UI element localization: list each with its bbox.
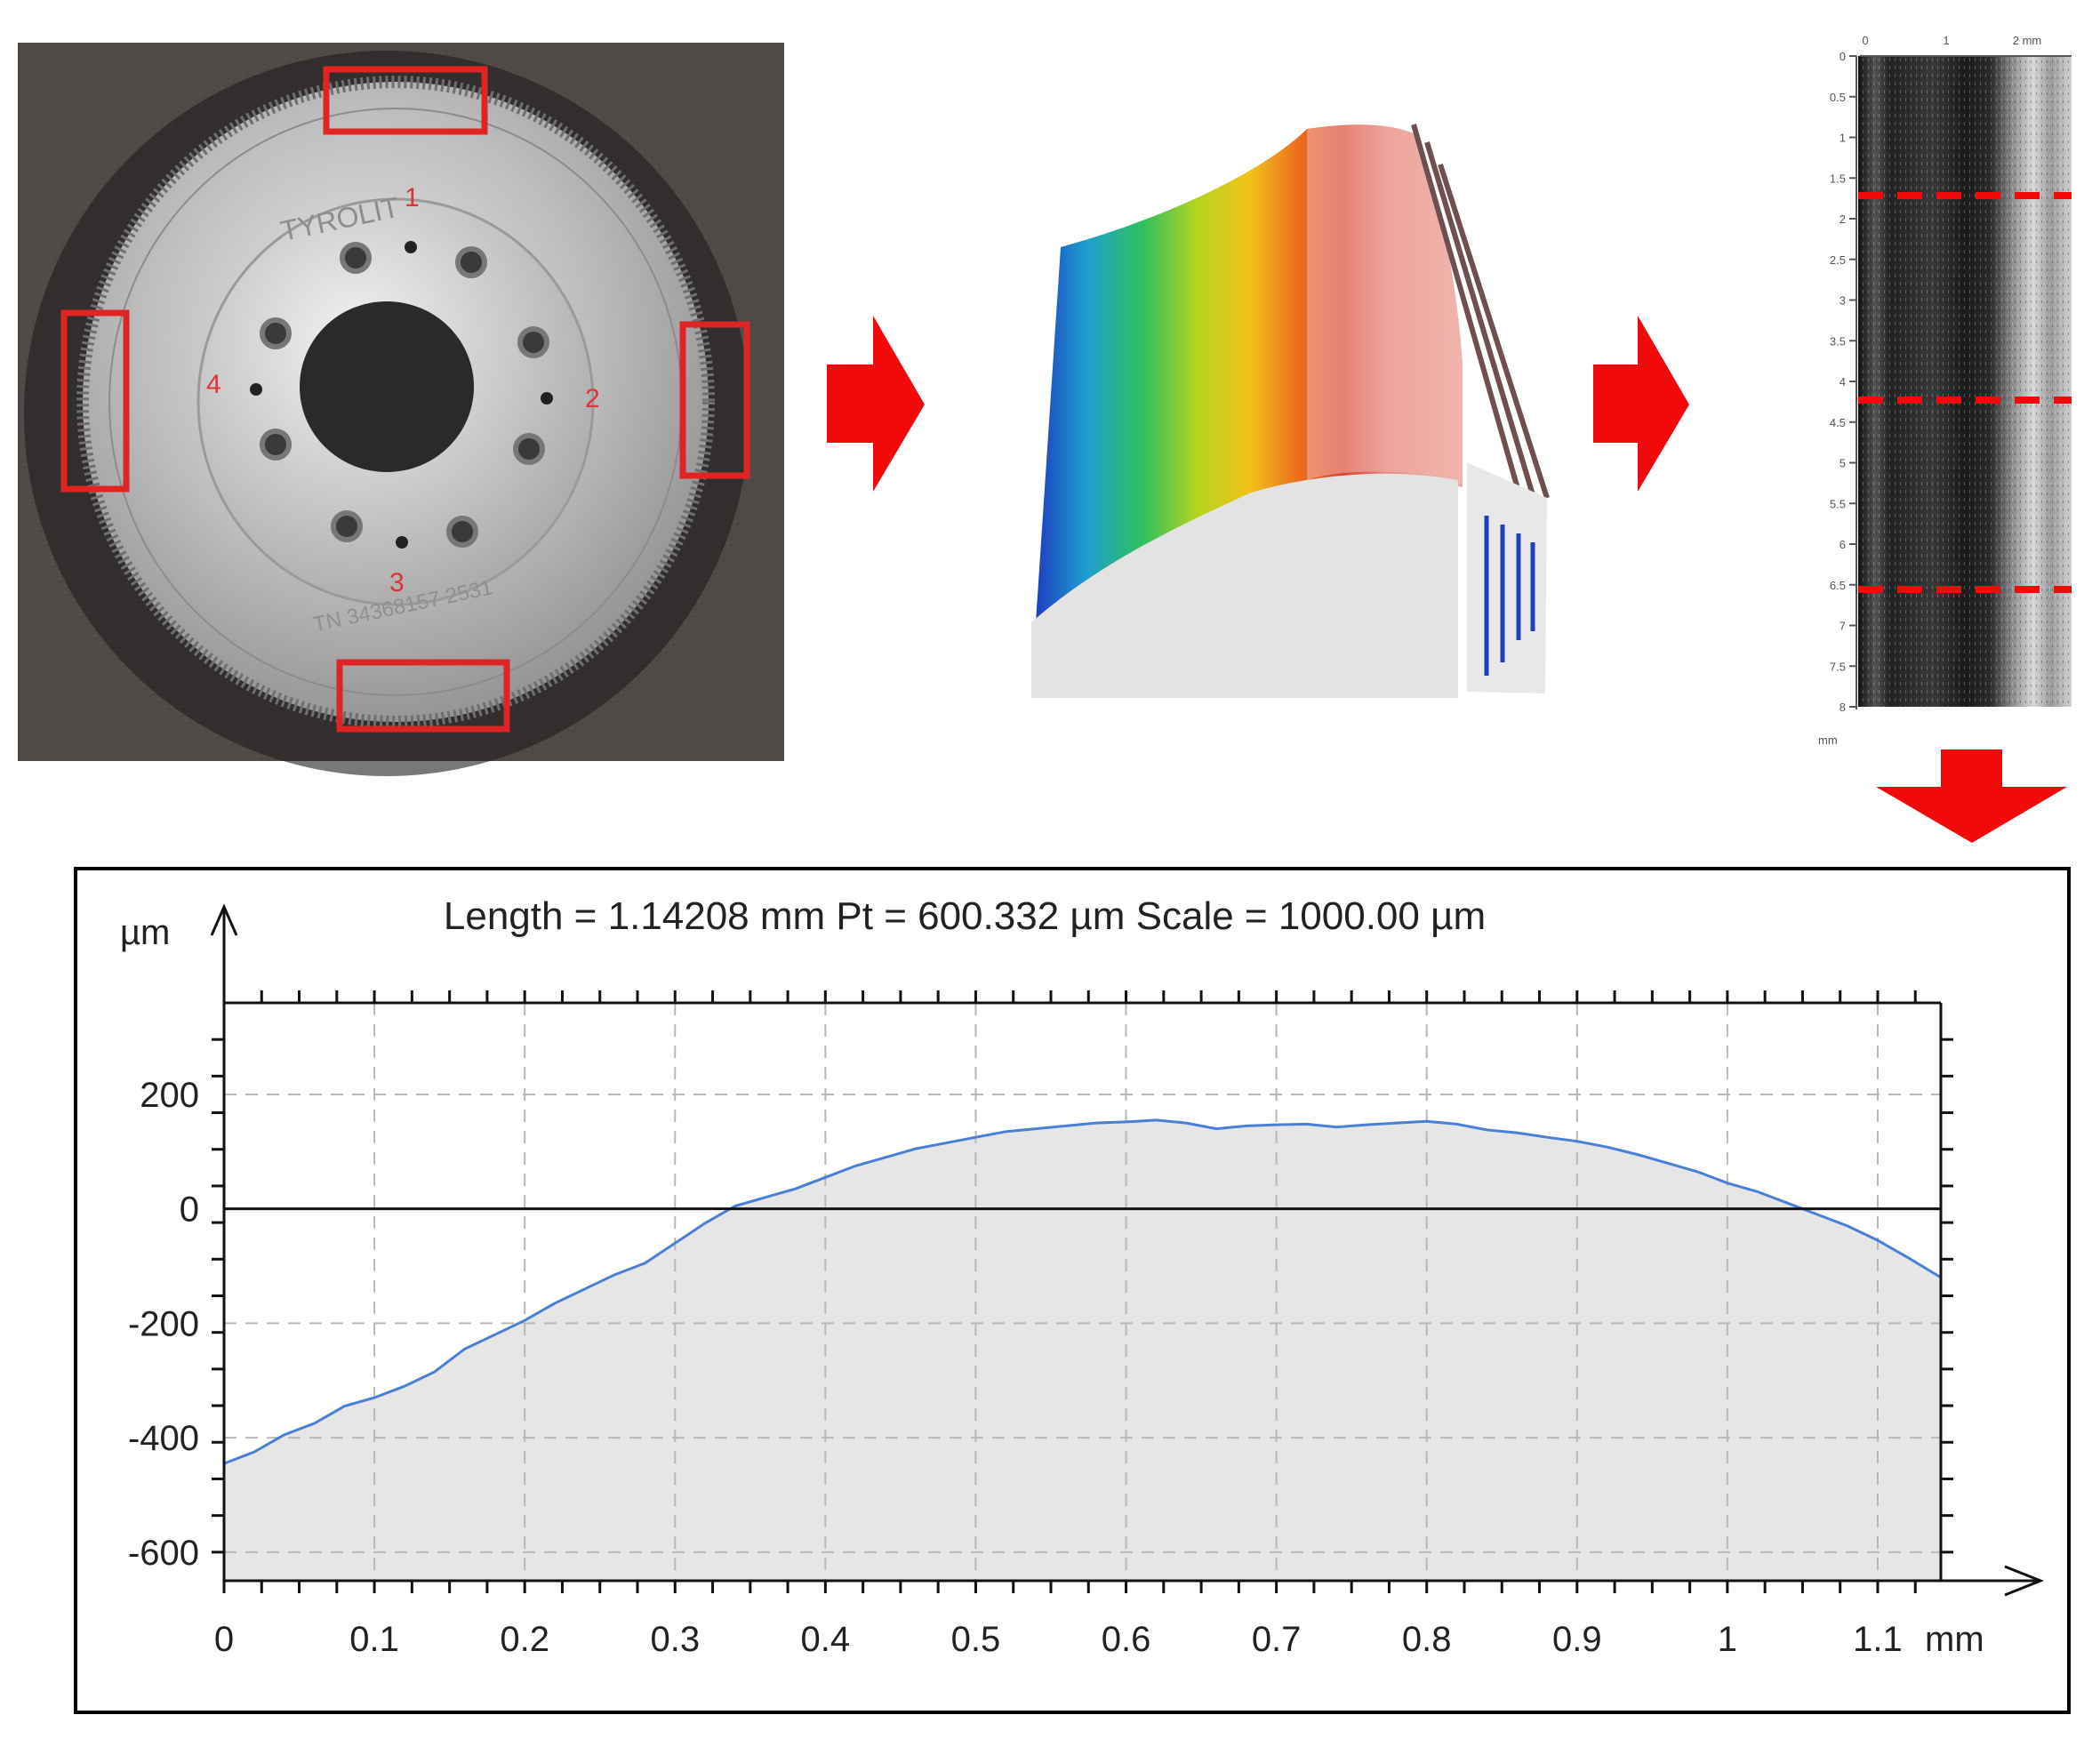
strip-y-tick-label: 2	[1840, 212, 1846, 226]
strip-y-tick-label: 3	[1840, 294, 1846, 308]
y-tick-label: -600	[128, 1534, 199, 1573]
strip-y-tick-label: 0	[1840, 50, 1846, 63]
strip-y-tick-label: 4	[1840, 375, 1846, 389]
y-tick-label: 200	[140, 1076, 199, 1115]
x-tick-label: 0.2	[500, 1620, 549, 1659]
strip-y-tick-label: 0.5	[1830, 91, 1846, 104]
x-tick-label: 0.4	[801, 1620, 851, 1659]
x-tick-label: 0.5	[951, 1620, 1001, 1659]
x-tick-label: 0.3	[650, 1620, 700, 1659]
strip-y-tick-label: 5	[1840, 457, 1846, 470]
chart-title: Length = 1.14208 mm Pt = 600.332 µm Scal…	[444, 894, 1486, 938]
strip-y-tick-label: 6.5	[1830, 579, 1846, 592]
arrow-right-icon	[827, 316, 925, 492]
y-axis-arrow-icon	[210, 903, 238, 936]
marker-3: 3	[389, 568, 405, 597]
strip-y-tick-label: 8	[1840, 701, 1846, 714]
x-axis-arrow-icon	[2004, 1565, 2045, 1597]
strip-x-tick-label: 2 mm	[2013, 34, 2042, 47]
strip-axis: 0 0.5 1 1.5 2 2.5 3 3.5 4 4.5 5 5.5 6 6.5 7 7.5 8 0 1 2 mm	[1830, 34, 2041, 714]
y-tick-label: -400	[128, 1419, 199, 1458]
x-tick-label: 1	[1718, 1620, 1737, 1659]
profile-line	[223, 1118, 1942, 1465]
y-tick-label: -200	[128, 1304, 199, 1343]
marker-4: 4	[206, 370, 221, 399]
strip-unit: mm	[1818, 733, 1838, 747]
arrow-right-icon	[1593, 316, 1689, 492]
strip-x-tick-label: 0	[1862, 34, 1868, 47]
wheel-photo: TYROLIT TN 34368157 2531 1 2 3 4	[18, 43, 784, 776]
strip-y-tick-label: 2.5	[1830, 253, 1846, 267]
strip-x-tick-label: 1	[1943, 34, 1949, 47]
x-tick-label: 0.1	[349, 1620, 399, 1659]
inspection-boxes	[60, 66, 750, 733]
surface-3d	[1031, 124, 1550, 698]
strip-y-tick-label: 7.5	[1830, 660, 1846, 673]
x-tick-label: 0.6	[1102, 1620, 1151, 1659]
y-axis-label: µm	[120, 913, 170, 952]
marker-2: 2	[585, 384, 600, 413]
profile-chart: Length = 1.14208 mm Pt = 600.332 µm Scal…	[74, 867, 2071, 1714]
x-tick-label: 0.8	[1402, 1620, 1452, 1659]
strip-y-tick-label: 7	[1840, 620, 1846, 633]
section-lines	[1858, 192, 2072, 593]
y-tick-label: 0	[180, 1190, 199, 1230]
spiky-edge	[1411, 124, 1550, 499]
strip-y-tick-label: 6	[1840, 538, 1846, 551]
x-tick-label: 0.9	[1552, 1620, 1602, 1659]
x-tick-label: 0.7	[1252, 1620, 1302, 1659]
strip-y-tick-label: 1	[1840, 132, 1846, 145]
scan-strip-panel: 00.511.522.533.544.555.566.577.580 1 2 mm …	[1818, 34, 2072, 747]
strip-y-tick-label: 5.5	[1830, 497, 1846, 510]
profile-area	[224, 1119, 1941, 1581]
strip-y-tick-label: 1.5	[1830, 172, 1846, 185]
strip-y-tick-label: 4.5	[1830, 416, 1846, 429]
bolt-holes	[260, 242, 549, 548]
strip-y-tick-label: 3.5	[1830, 334, 1846, 348]
x-tick-label: 0	[214, 1620, 234, 1659]
marker-1: 1	[405, 183, 420, 212]
arrow-down-icon	[1876, 749, 2067, 843]
x-tick-label: 1.1	[1853, 1620, 1903, 1659]
x-axis-label: mm	[1925, 1620, 1984, 1659]
